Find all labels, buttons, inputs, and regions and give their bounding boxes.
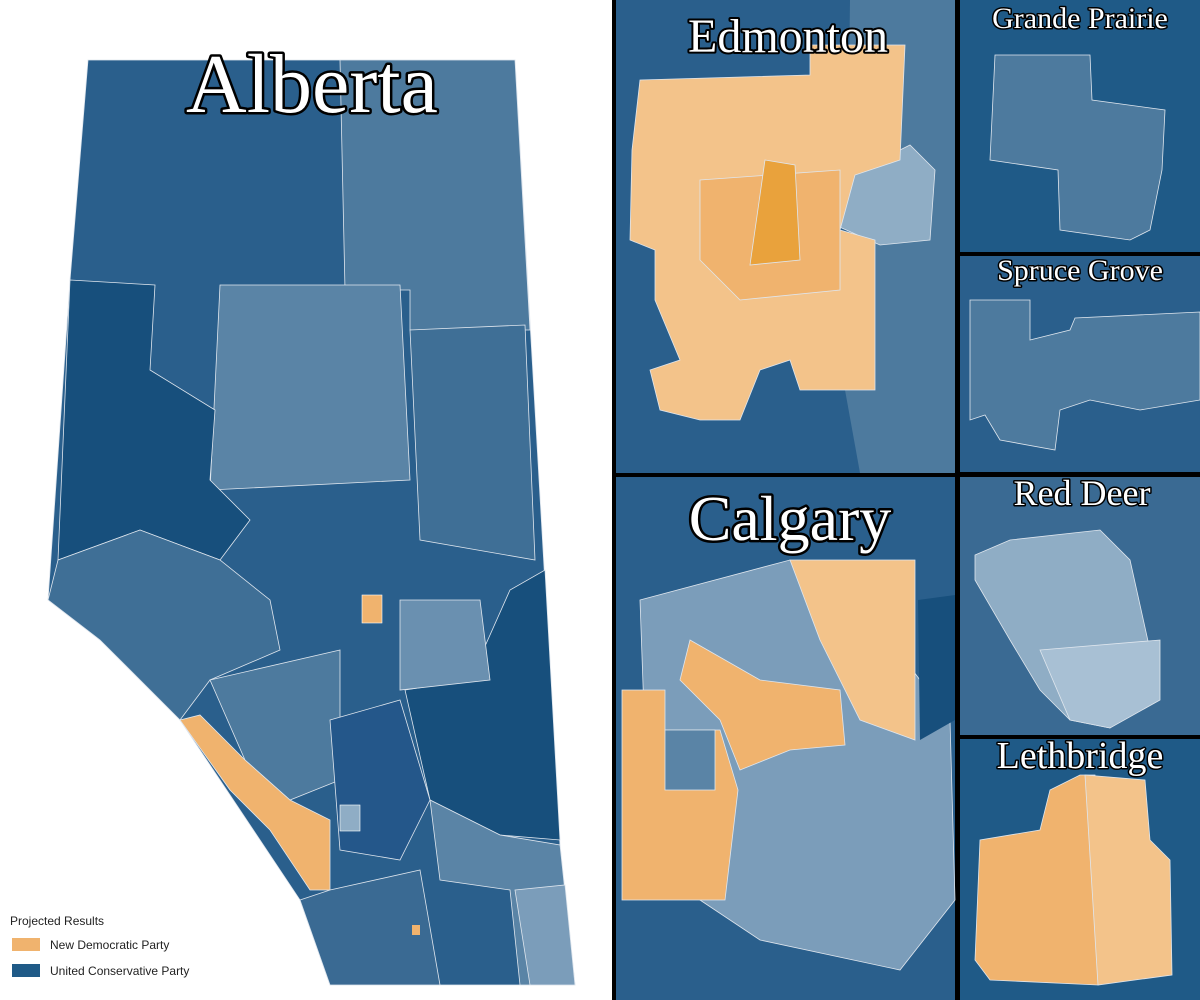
inset-title: Red Deer	[1014, 473, 1151, 513]
inset-title: Lethbridge	[997, 735, 1164, 777]
spruce-grove-panel	[960, 256, 1200, 472]
legend-swatch	[12, 964, 40, 977]
inset-title: Grande Prairie	[992, 2, 1168, 35]
legend-title: Projected Results	[10, 914, 104, 928]
inset-title: Edmonton	[688, 10, 888, 63]
grande-prairie-panel	[960, 0, 1200, 252]
red-deer-panel	[960, 477, 1200, 735]
lethbridge-panel	[960, 739, 1200, 1000]
map-title: Alberta	[186, 38, 438, 131]
inset-title: Calgary	[689, 483, 892, 554]
legend-label: New Democratic Party	[50, 938, 169, 952]
inset-title: Spruce Grove	[997, 254, 1163, 287]
legend-label: United Conservative Party	[50, 964, 189, 978]
legend: Projected Results New Democratic Party Un…	[10, 914, 189, 978]
legend-swatch	[12, 938, 40, 951]
edmonton-panel	[616, 0, 955, 473]
alberta-map	[47, 59, 576, 986]
calgary-panel	[616, 477, 956, 1000]
